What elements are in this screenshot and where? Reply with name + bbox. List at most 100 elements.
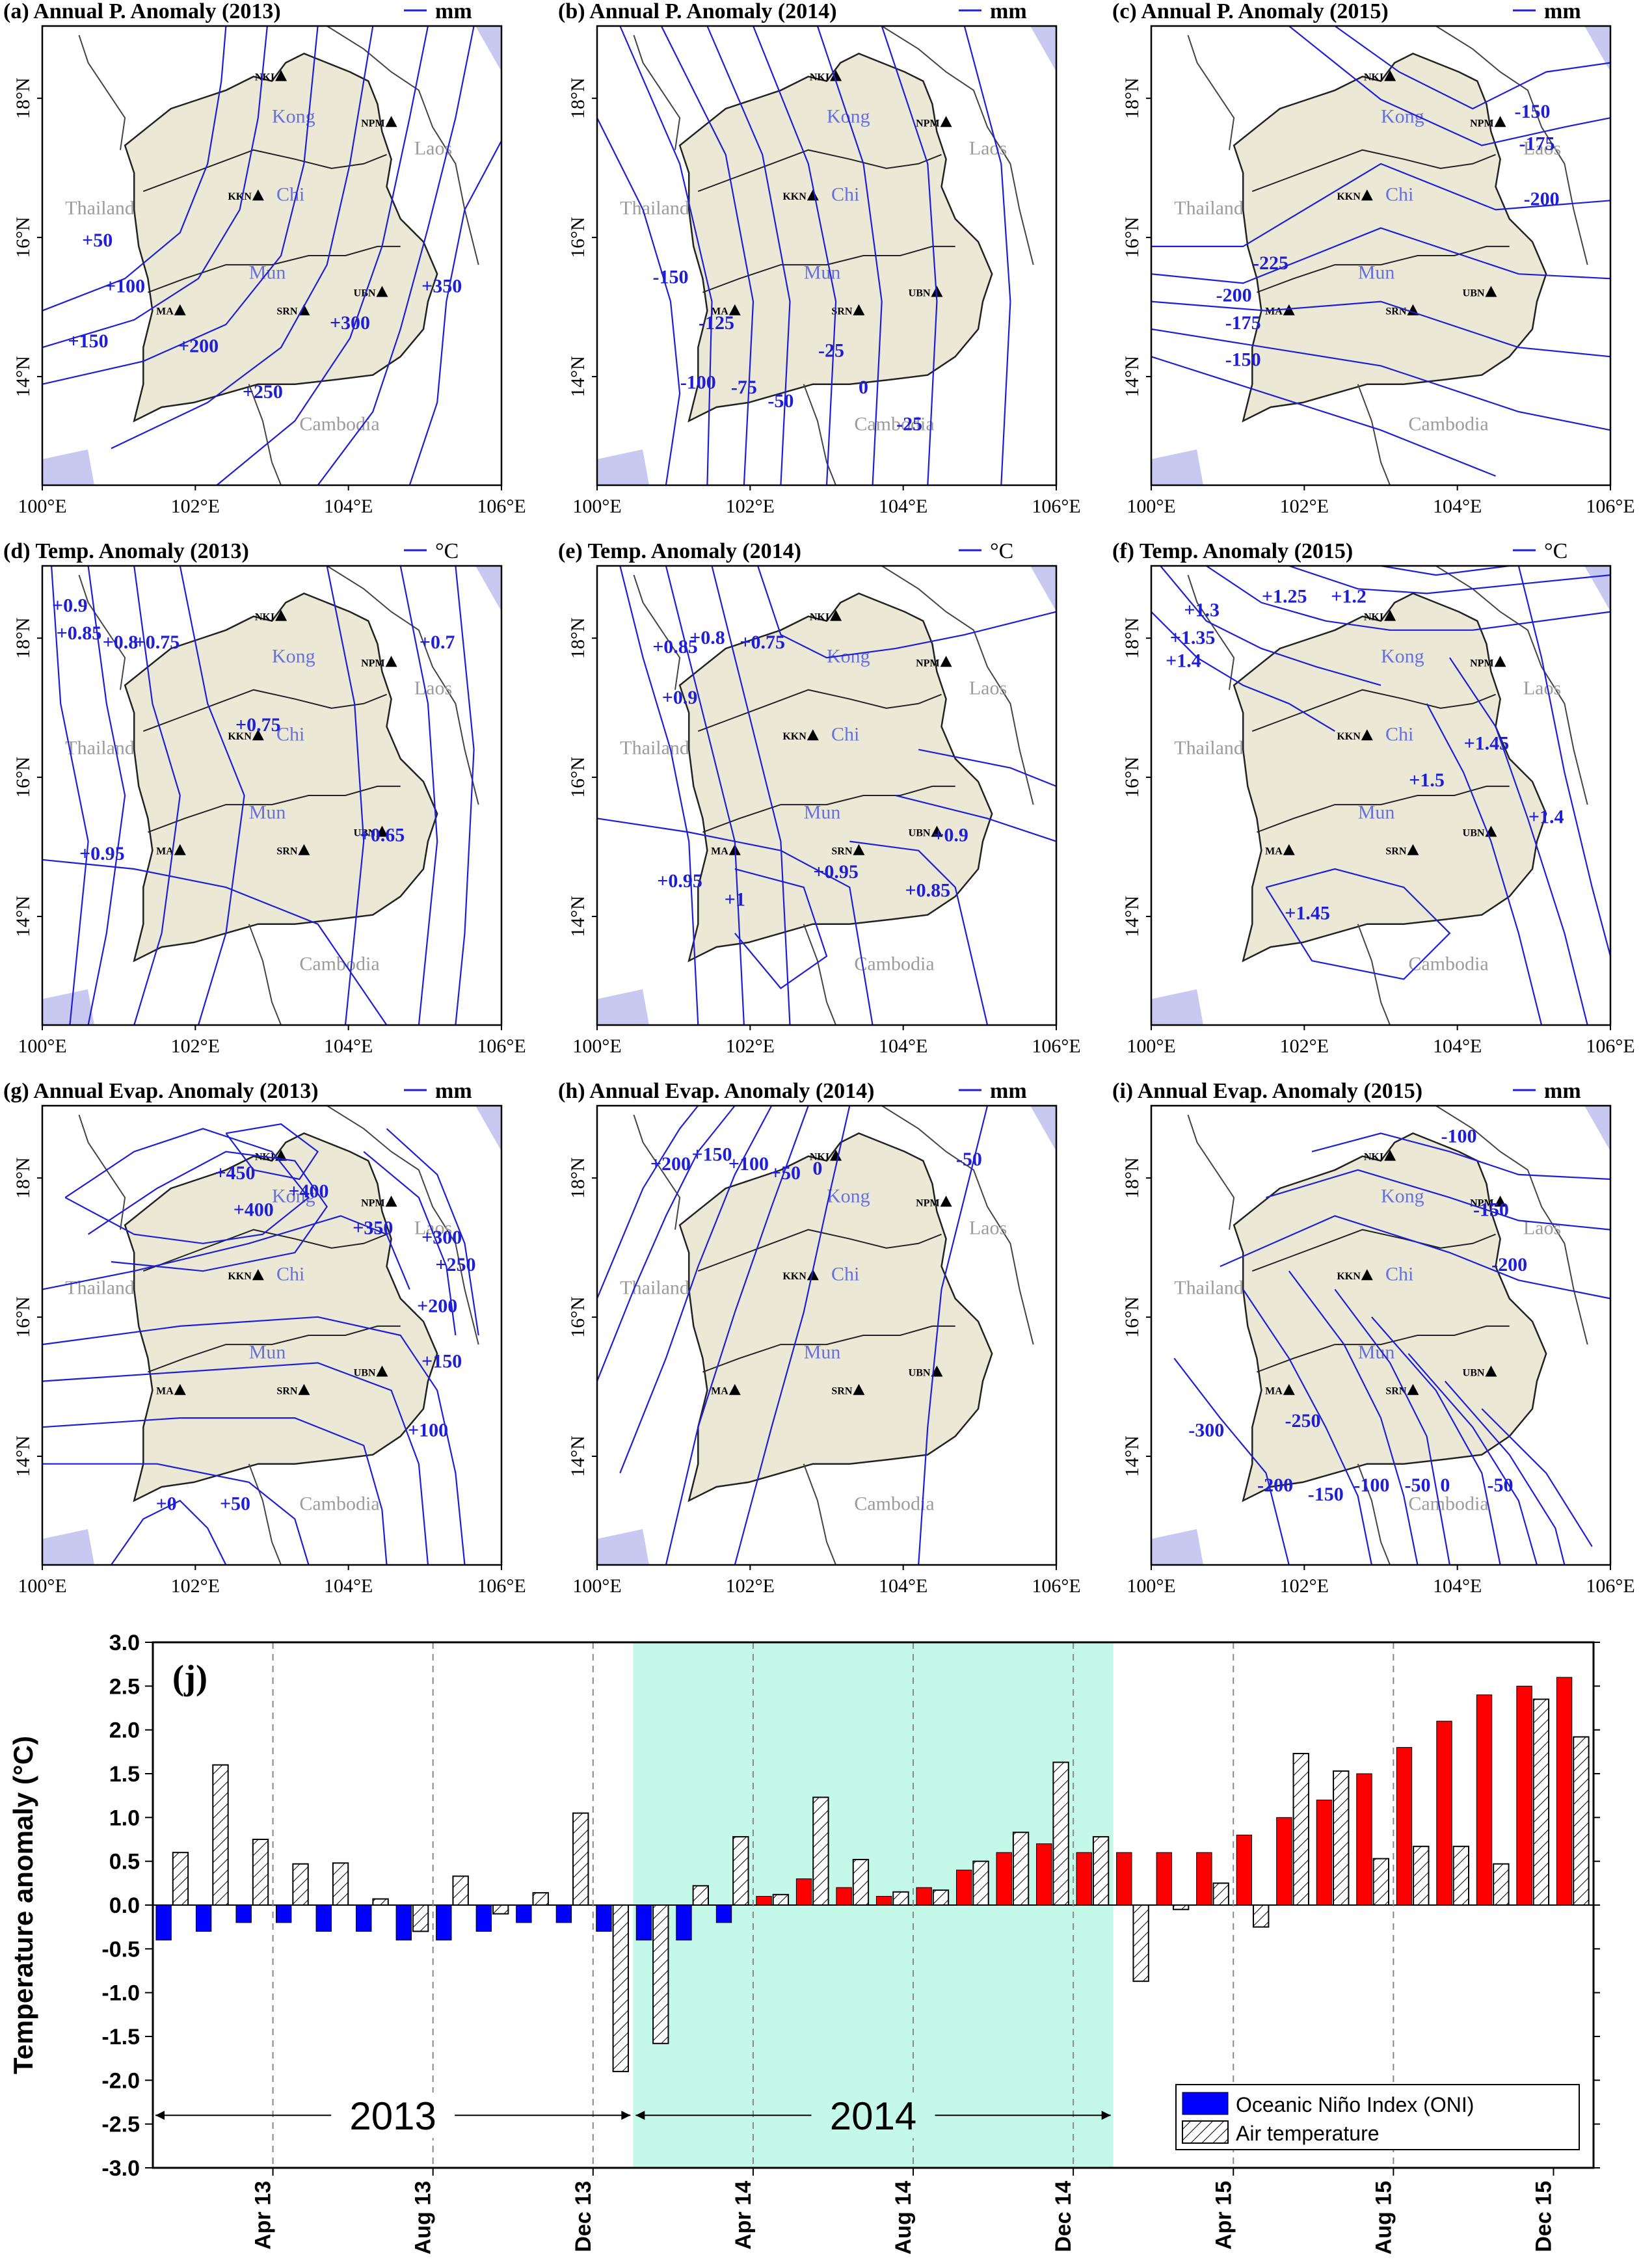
panel-title-i: (i) Annual Evap. Anomaly (2015) xyxy=(1112,1079,1422,1103)
lon-tick-label: 104°E xyxy=(1433,1035,1482,1057)
station-label-nki: NKI xyxy=(810,72,829,83)
country-border xyxy=(1187,34,1235,150)
sub-basin-boundary xyxy=(1251,149,1496,193)
river-chi: Chi xyxy=(831,723,859,745)
station-marker xyxy=(1384,609,1396,621)
x-tick-label: Apr 13 xyxy=(251,2181,276,2250)
map-panel-g: ThailandLaosCambodiaKongChiMunNKINPMKKNU… xyxy=(3,1079,526,1597)
country-border xyxy=(633,574,681,690)
contour-line xyxy=(619,25,713,486)
contour-line xyxy=(706,25,791,486)
station-label-srn: SRN xyxy=(276,846,297,857)
sub-basin-boundary xyxy=(1257,785,1510,833)
lon-tick-label: 102°E xyxy=(171,1035,220,1057)
air-temp-bar-nov-14 xyxy=(1052,1761,1069,1906)
station-marker xyxy=(1361,1269,1373,1281)
oni-bar-mar-14 xyxy=(715,1904,732,1923)
lon-tick-label: 100°E xyxy=(572,1035,621,1057)
contour-label: -100 xyxy=(680,372,716,394)
oni-bar-dec-13 xyxy=(596,1904,612,1932)
country-border xyxy=(881,25,1034,265)
oni-bar-jul-13 xyxy=(395,1904,412,1941)
sub-basin-boundary xyxy=(142,1229,387,1272)
contour-line xyxy=(179,565,245,1026)
lon-tick-label: 100°E xyxy=(18,1575,66,1597)
station-label-srn: SRN xyxy=(1385,846,1406,857)
station-marker xyxy=(1384,70,1396,81)
contour-line xyxy=(1220,1215,1611,1300)
station-marker xyxy=(853,844,865,855)
contour-label: -150 xyxy=(652,266,688,287)
contour-line xyxy=(87,565,126,1026)
basin-area xyxy=(1233,53,1547,423)
lon-tick-label: 104°E xyxy=(324,1575,373,1597)
air-temp-bar-jan-13 xyxy=(172,1852,189,1906)
contour-label: +100 xyxy=(408,1419,448,1441)
water-patch xyxy=(1584,26,1610,72)
contour-line xyxy=(1288,1270,1419,1566)
station-marker xyxy=(174,304,186,315)
oni-bar-sep-14 xyxy=(955,1869,972,1906)
panel-title-a: (a) Annual P. Anomaly (2013) xyxy=(3,0,281,23)
map-frame xyxy=(596,565,1058,1026)
lat-tick-label: 18°N xyxy=(12,1157,34,1199)
country-border xyxy=(78,34,126,150)
air-temp-bar-dec-15 xyxy=(1573,1736,1590,1906)
contour-line xyxy=(1151,611,1335,732)
oni-bar-aug-14 xyxy=(916,1887,932,1906)
lat-tick-label: 14°N xyxy=(12,356,34,397)
lon-tick-label: 102°E xyxy=(726,496,775,517)
station-label-kkn: KKN xyxy=(1337,1271,1361,1282)
sub-basin-boundary xyxy=(697,1229,942,1272)
map-panels: Thailand Laos Cambodia Kong Chi Mun NKI NPM KKN U… xyxy=(3,0,1635,1597)
oni-bar-oct-14 xyxy=(996,1852,1012,1906)
contour-line xyxy=(1408,1353,1538,1566)
contour-line xyxy=(1444,1380,1566,1566)
country-border xyxy=(248,384,282,486)
label-thailand: Thailand xyxy=(65,197,135,219)
oni-bar-sep-15 xyxy=(1436,1720,1452,1906)
label-thailand: Thailand xyxy=(65,737,135,758)
unit-label-g: mm xyxy=(435,1079,472,1103)
lon-tick-label: 104°E xyxy=(879,1575,927,1597)
contour-line xyxy=(757,565,1057,659)
legend-label-oni: Oceanic Niño Index (ONI) xyxy=(1236,2093,1474,2116)
label-cambodia: Cambodia xyxy=(854,1493,934,1514)
station-label-kkn: KKN xyxy=(782,731,807,742)
unit-label-b: mm xyxy=(990,0,1027,23)
air-temp-bar-sep-15 xyxy=(1452,1845,1470,1906)
station-label-nki: NKI xyxy=(255,72,274,83)
oni-bar-feb-13 xyxy=(195,1904,212,1932)
unit-label-c: mm xyxy=(1544,0,1581,23)
lon-tick-label: 100°E xyxy=(1127,1035,1175,1057)
label-cambodia: Cambodia xyxy=(1408,413,1488,434)
station-label-ubn: UBN xyxy=(1463,827,1485,838)
y-tick-label: -1.5 xyxy=(101,2025,140,2049)
contour-label: +0.9 xyxy=(933,825,968,846)
label-laos: Laos xyxy=(414,678,452,699)
sub-basin-boundary xyxy=(697,149,942,193)
contour-label: -50 xyxy=(767,390,794,412)
contour-label: -25 xyxy=(818,340,844,361)
station-label-ubn: UBN xyxy=(909,827,931,838)
contour-line xyxy=(660,25,754,486)
station-label-ma: MA xyxy=(156,846,174,857)
oni-bar-apr-15 xyxy=(1236,1834,1253,1906)
map-frame xyxy=(596,1104,1058,1566)
river-chi: Chi xyxy=(1385,1263,1413,1285)
contour-label: +1.4 xyxy=(1528,806,1564,827)
contour-line xyxy=(816,25,883,486)
station-marker xyxy=(174,844,186,855)
lon-tick-label: 106°E xyxy=(1586,496,1634,517)
oni-bar-sep-13 xyxy=(475,1904,492,1932)
contour-label: -175 xyxy=(1519,133,1555,155)
air-temp-bar-aug-14 xyxy=(932,1889,950,1906)
air-temp-bar-jul-14 xyxy=(892,1891,909,1906)
contour-label: +350 xyxy=(353,1218,393,1239)
contour-line xyxy=(42,859,388,1026)
river-chi: Chi xyxy=(276,723,304,745)
y-tick-label: -2.0 xyxy=(101,2068,140,2093)
sub-basin-boundary xyxy=(148,245,401,293)
sub-basin-boundary xyxy=(702,1325,955,1373)
station-label-kkn: KKN xyxy=(1337,731,1361,742)
